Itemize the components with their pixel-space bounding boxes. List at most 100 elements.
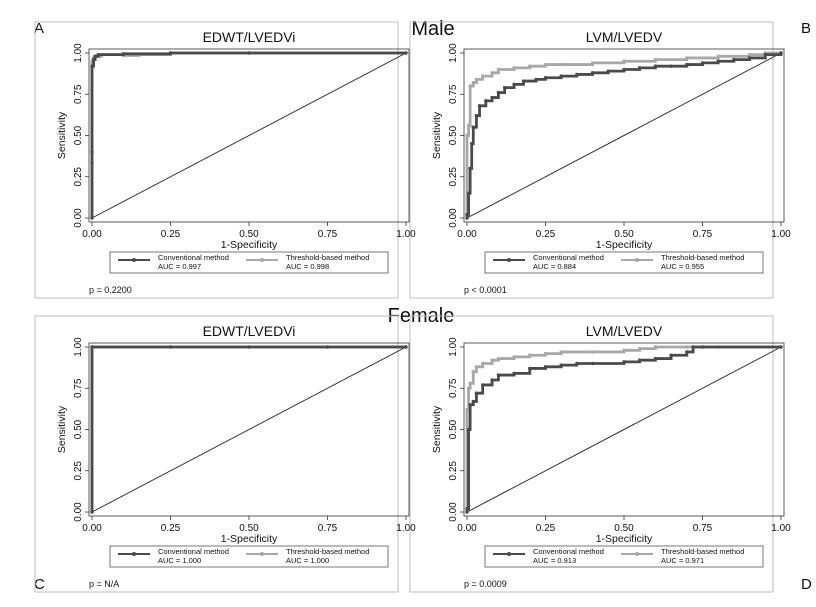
series-point-threshold [465, 408, 469, 412]
x-tick-label: 0.50 [239, 523, 259, 534]
panel-b: LVM/LVEDV 0.00 0.25 0.50 0.75 1.00 0.00 0.25 0.5… [409, 21, 791, 299]
series-point-threshold [474, 365, 479, 369]
series-point-conventional [490, 95, 494, 100]
series-point-conventional [700, 345, 705, 349]
series-point-conventional [653, 64, 658, 68]
x-tick-label: 0.50 [614, 523, 634, 534]
legend-box [484, 545, 764, 568]
series-point-threshold [622, 348, 626, 352]
x-tick-label: 0.00 [457, 229, 477, 240]
series-point-conventional [747, 56, 752, 60]
chart-title: LVM/LVEDV [586, 29, 663, 45]
y-tick-label: 0.25 [448, 167, 459, 187]
series-point-conventional [247, 345, 251, 349]
series-point-conventional [471, 399, 475, 404]
panel-d: LVM/LVEDV 0.00 0.25 0.50 0.75 1.00 0.00 0.25 0.5… [409, 315, 791, 593]
legend-marker [260, 258, 264, 262]
y-tick-label: 0.75 [73, 84, 84, 104]
chart-title: EDWT/LVEDVi [203, 29, 296, 45]
y-axis-label: Sensitivity [431, 111, 443, 159]
series-point-threshold [653, 345, 658, 349]
series-point-conventional [93, 54, 97, 58]
series-point-threshold [468, 381, 472, 385]
series-point-conventional [168, 51, 173, 55]
series-point-threshold [471, 81, 475, 85]
series-point-conventional [502, 85, 507, 90]
series-point-conventional [90, 161, 94, 166]
y-tick-label: 1.00 [73, 337, 84, 357]
y-tick-label: 0.75 [73, 378, 84, 398]
panel-frame [409, 315, 774, 593]
y-axis-label: Sensitivity [431, 405, 443, 453]
series-point-conventional [716, 59, 720, 63]
series-point-conventional [90, 64, 94, 68]
legend-marker [635, 552, 639, 556]
series-point-threshold [622, 59, 626, 63]
y-axis-label: Sensitivity [56, 405, 68, 453]
series-point-conventional [622, 67, 626, 72]
y-tick-label: 0.50 [448, 125, 459, 145]
y-tick-label: 0.00 [73, 502, 84, 522]
series-point-conventional [121, 52, 126, 56]
series-point-conventional [779, 51, 783, 55]
series-point-threshold [685, 345, 689, 349]
y-axis-label: Sensitivity [56, 111, 68, 159]
series-point-conventional [490, 378, 494, 382]
y-tick-label: 0.00 [448, 208, 459, 228]
series-point-conventional [471, 125, 475, 129]
series-point-conventional [534, 77, 538, 82]
y-tick-label: 1.00 [448, 337, 459, 357]
legend-box [109, 545, 389, 568]
series-point-conventional [90, 216, 94, 220]
y-tick-label: 0.25 [73, 167, 84, 187]
legend-marker [635, 258, 639, 262]
legend-auc: AUC = 1.000 [286, 556, 329, 565]
legend-auc: AUC = 0.955 [661, 262, 704, 271]
panel-c: EDWT/LVEDVi 0.00 0.25 0.50 0.75 1.00 0.00 0.25 0… [34, 315, 416, 593]
series-point-conventional [477, 104, 482, 108]
series-point-conventional [90, 510, 94, 514]
legend-auc: AUC = 0.971 [661, 556, 704, 565]
series-point-conventional [779, 345, 783, 349]
series-point-threshold [747, 52, 752, 57]
x-axis-label: 1-Specificity [596, 239, 653, 251]
legend-marker [507, 258, 511, 262]
x-tick-label: 1.00 [771, 523, 791, 534]
series-point-conventional [543, 365, 548, 369]
series-point-threshold [685, 56, 689, 60]
series-point-conventional [521, 79, 526, 83]
panel-a: EDWT/LVEDVi 0.00 0.25 0.50 0.75 1.00 0.00 0.25 0… [34, 21, 416, 299]
y-tick-label: 0.75 [448, 84, 459, 104]
series-point-threshold [466, 386, 471, 390]
x-tick-label: 0.50 [239, 229, 259, 240]
panel-letter-b: B [801, 20, 811, 37]
series-point-threshold [543, 351, 548, 356]
series-point-conventional [470, 142, 474, 146]
p-value: p = 0.0009 [464, 579, 507, 589]
x-axis-label: 1-Specificity [221, 533, 278, 545]
series-point-threshold [496, 67, 501, 72]
series-point-conventional [669, 353, 673, 357]
x-tick-label: 0.00 [82, 229, 102, 240]
series-point-conventional [404, 345, 408, 349]
series-point-conventional [575, 72, 579, 77]
y-tick-label: 0.00 [448, 502, 459, 522]
series-point-conventional [474, 114, 479, 118]
x-tick-label: 0.25 [161, 523, 181, 534]
x-tick-label: 0.25 [161, 229, 181, 240]
legend-label: Conventional method [533, 253, 604, 262]
legend-label: Conventional method [533, 547, 604, 556]
series-point-conventional [763, 52, 767, 57]
x-tick-label: 0.25 [536, 229, 556, 240]
series-point-conventional [512, 371, 516, 376]
legend-label: Threshold-based method [661, 547, 744, 556]
series-point-conventional [543, 76, 548, 80]
series-point-threshold [590, 350, 595, 354]
series-point-threshold [496, 356, 501, 361]
series-point-conventional [474, 391, 479, 395]
series-point-conventional [700, 61, 705, 65]
reference-line [466, 52, 782, 219]
